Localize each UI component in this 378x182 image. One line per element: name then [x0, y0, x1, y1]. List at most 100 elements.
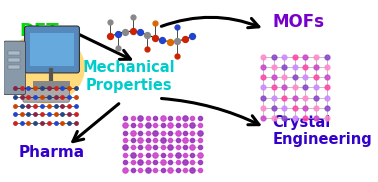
Point	[39, 104, 45, 107]
Point	[144, 168, 150, 171]
Point	[152, 153, 158, 156]
Point	[313, 76, 319, 79]
Point	[197, 161, 203, 164]
Point	[122, 124, 128, 127]
Point	[175, 124, 181, 127]
Point	[189, 153, 195, 156]
Point	[174, 54, 180, 57]
Point	[137, 139, 143, 142]
Point	[39, 95, 45, 98]
Point	[160, 124, 166, 127]
Point	[313, 86, 319, 89]
Point	[182, 131, 188, 134]
Point	[313, 106, 319, 109]
Point	[324, 116, 330, 119]
Point	[271, 66, 277, 68]
Point	[182, 146, 188, 149]
Point	[167, 40, 173, 43]
Point	[115, 47, 121, 50]
Point	[32, 104, 38, 107]
Point	[281, 86, 287, 89]
Point	[19, 104, 25, 107]
Text: Crystal
Engineering: Crystal Engineering	[272, 115, 372, 147]
Point	[46, 122, 52, 125]
Point	[130, 30, 136, 33]
Point	[122, 153, 128, 156]
Point	[46, 104, 52, 107]
Point	[271, 55, 277, 58]
Point	[182, 124, 188, 127]
Point	[59, 122, 65, 125]
Point	[115, 32, 121, 35]
Bar	[33, 81, 70, 89]
Point	[175, 153, 181, 156]
Point	[152, 116, 158, 119]
Point	[197, 168, 203, 171]
Text: DFT: DFT	[19, 22, 59, 40]
Point	[144, 33, 150, 36]
Point	[122, 146, 128, 149]
Point	[189, 131, 195, 134]
Point	[130, 124, 136, 127]
Point	[324, 96, 330, 99]
Point	[175, 146, 181, 149]
Point	[53, 95, 59, 98]
FancyBboxPatch shape	[23, 88, 70, 102]
Point	[271, 86, 277, 89]
Point	[32, 86, 38, 89]
Point	[19, 86, 25, 89]
Point	[324, 66, 330, 68]
Point	[175, 116, 181, 119]
Point	[182, 139, 188, 142]
Bar	[30, 33, 74, 66]
Point	[130, 15, 136, 18]
Point	[152, 131, 158, 134]
Point	[160, 146, 166, 149]
Point	[137, 31, 143, 34]
Point	[19, 122, 25, 125]
Point	[66, 122, 72, 125]
Point	[197, 153, 203, 156]
Point	[167, 124, 173, 127]
Point	[160, 161, 166, 164]
Point	[137, 124, 143, 127]
Bar	[8, 58, 20, 62]
Point	[144, 124, 150, 127]
Point	[167, 168, 173, 171]
Point	[174, 40, 180, 43]
Point	[167, 161, 173, 164]
Point	[175, 161, 181, 164]
Point	[281, 55, 287, 58]
Point	[324, 106, 330, 109]
Point	[130, 116, 136, 119]
Point	[137, 116, 143, 119]
Point	[313, 96, 319, 99]
Point	[167, 146, 173, 149]
Point	[19, 113, 25, 116]
Point	[46, 95, 52, 98]
Point	[182, 161, 188, 164]
Text: Pharma: Pharma	[19, 145, 85, 160]
Point	[152, 36, 158, 39]
Point	[107, 35, 113, 38]
Point	[59, 104, 65, 107]
Point	[122, 139, 128, 142]
Point	[12, 86, 18, 89]
Point	[189, 35, 195, 38]
Point	[130, 153, 136, 156]
Point	[144, 131, 150, 134]
Point	[260, 86, 266, 89]
Point	[144, 146, 150, 149]
Point	[281, 106, 287, 109]
Point	[175, 139, 181, 142]
Point	[152, 168, 158, 171]
Point	[66, 86, 72, 89]
Point	[152, 146, 158, 149]
Point	[137, 168, 143, 171]
Point	[73, 122, 79, 125]
Point	[144, 161, 150, 164]
Point	[12, 104, 18, 107]
Point	[197, 116, 203, 119]
Point	[137, 153, 143, 156]
Point	[66, 95, 72, 98]
